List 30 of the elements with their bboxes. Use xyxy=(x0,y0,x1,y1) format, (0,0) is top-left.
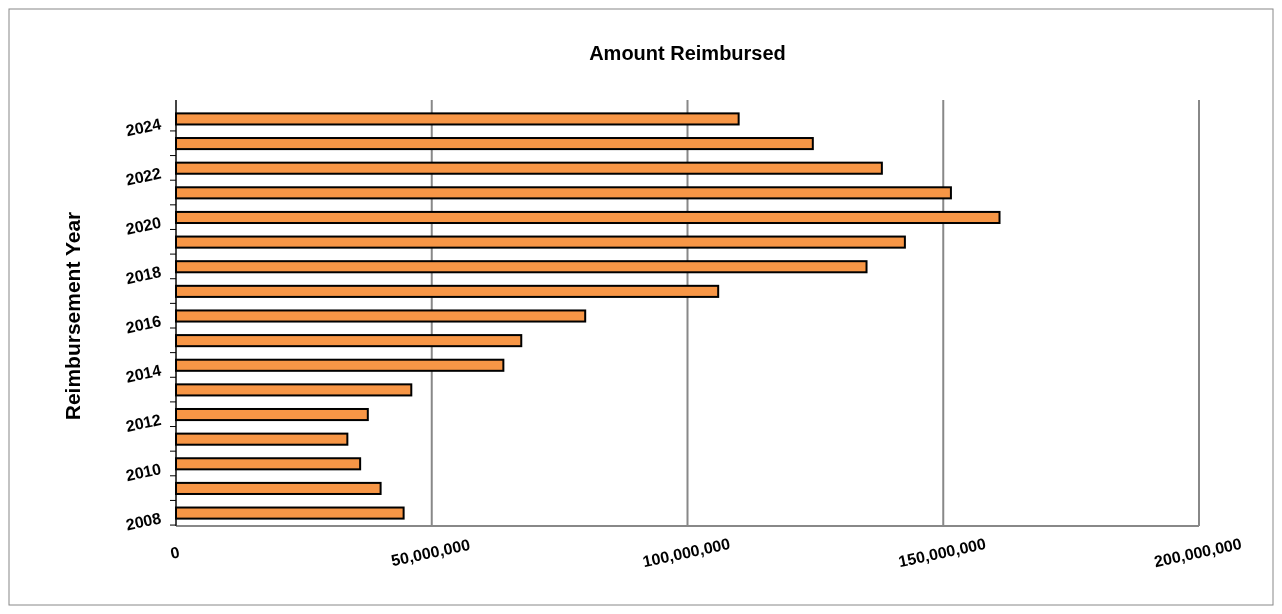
y-tick-label: 2012 xyxy=(124,410,163,435)
bar xyxy=(175,112,740,126)
bar xyxy=(175,137,814,151)
y-axis-title: Reimbursement Year xyxy=(61,211,84,421)
bar xyxy=(175,457,362,471)
bar xyxy=(175,284,720,298)
bar xyxy=(175,481,382,495)
bar xyxy=(175,161,883,175)
y-tick-label: 2010 xyxy=(124,460,163,485)
y-tick-label: 2014 xyxy=(124,361,163,386)
y-tick-label: 2020 xyxy=(124,213,163,238)
bar xyxy=(175,334,523,348)
bar xyxy=(175,186,952,200)
y-tick-label: 2022 xyxy=(124,164,163,189)
bar xyxy=(175,358,505,372)
bar xyxy=(175,506,405,520)
bar xyxy=(175,235,906,249)
bar xyxy=(175,432,349,446)
bar xyxy=(175,210,1001,225)
y-tick-label: 2008 xyxy=(124,509,163,534)
y-tick-label: 2024 xyxy=(124,115,163,140)
x-tick-label: 50,000,000 xyxy=(389,535,472,570)
bar xyxy=(175,407,369,422)
y-tick-label: 2016 xyxy=(124,312,163,337)
bar xyxy=(175,260,868,274)
chart-title: Amount Reimbursed xyxy=(589,42,786,64)
bar xyxy=(175,309,587,323)
x-tick-label: 0 xyxy=(168,543,182,562)
bar xyxy=(175,383,413,397)
y-tick-label: 2018 xyxy=(124,263,163,288)
